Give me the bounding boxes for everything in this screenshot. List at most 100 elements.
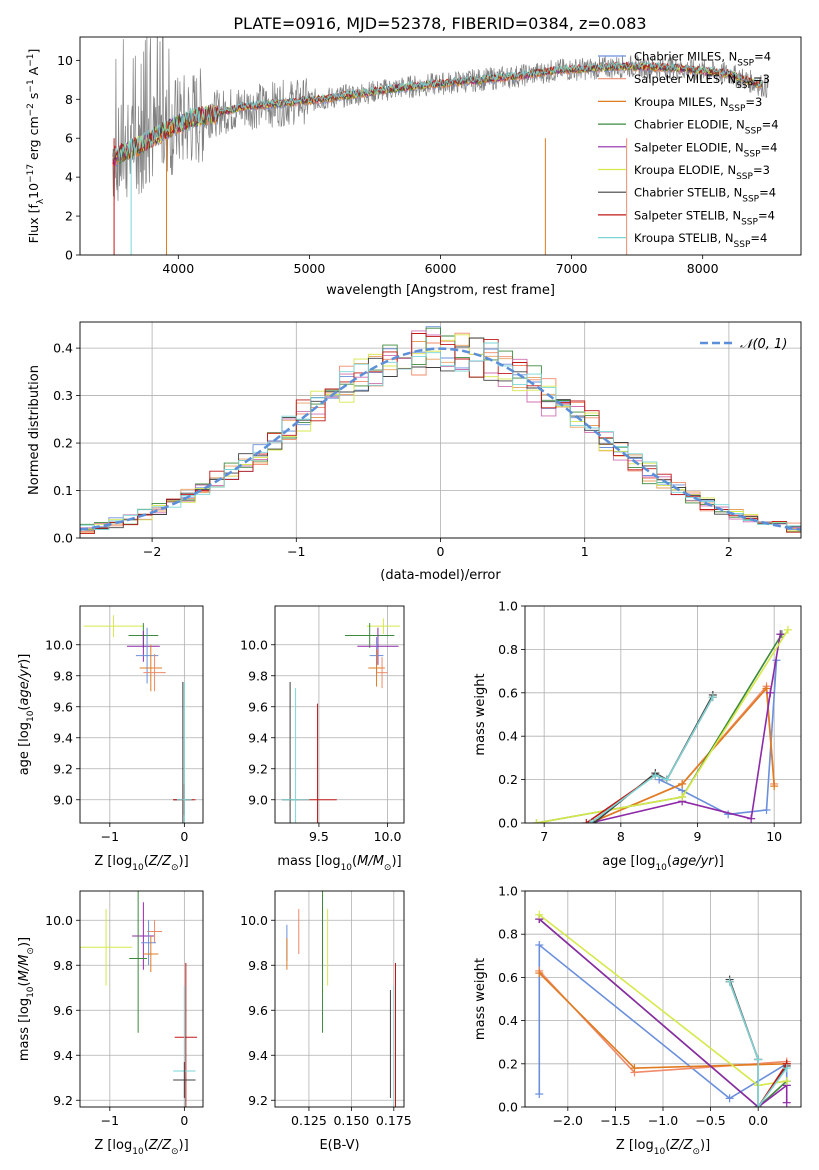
residuals-panel: −2 −1 0 1 2 0.0 0.1 0.2 0.3 0.4 (data-model)/error… (27, 321, 802, 583)
label-part: −2 (26, 103, 36, 116)
label-part: ( (667, 854, 672, 869)
label-part: =4 (754, 50, 771, 64)
weight-series (728, 981, 788, 1107)
y-tick-label: 10 (57, 53, 73, 68)
mass-vs-ebv-panel: 0.125 0.150 0.175 9.2 9.4 9.6 9.8 10.0 E(B-V) (240, 890, 412, 1153)
x-tick-label: 5000 (294, 261, 326, 276)
y-tick-label: 9.2 (53, 761, 73, 776)
y-tick-label: 9.6 (53, 1003, 73, 1018)
label-part: )] (714, 854, 724, 869)
label-part: Salpeter MILES, N (634, 72, 736, 86)
y-tick-label: 9.4 (53, 1048, 73, 1063)
y-tick-label: 9.8 (53, 958, 73, 973)
y-axis-label: Flux [fλ10−17 erg cm−2 s−1 A−1] (26, 49, 46, 244)
x-tick-label: 7000 (556, 261, 588, 276)
histogram-series (80, 333, 801, 538)
label-part: ( (144, 854, 149, 869)
label-part: SSP (745, 127, 762, 137)
y-tick-label: 9.0 (248, 792, 268, 807)
y-tick-label: 1.0 (498, 884, 518, 899)
label-part: 10 (132, 863, 144, 873)
y-tick-label: 6 (65, 131, 73, 146)
axes-frame (524, 605, 802, 824)
label-part: ( (665, 1138, 670, 1153)
y-tick-label: 9.4 (248, 1048, 268, 1063)
y-tick-label: 2 (65, 209, 73, 224)
y-tick-label: 10.0 (240, 913, 268, 928)
y-tick-label: 0.1 (53, 483, 73, 498)
y-axis-label: Normed distribution (27, 365, 42, 495)
x-tick-label: −2.0 (553, 1113, 583, 1128)
label-part: SSP (736, 172, 753, 182)
y-tick-label: 0.0 (53, 531, 73, 546)
label-part: 10 (26, 183, 41, 199)
x-tick-label: 0.150 (333, 1113, 369, 1128)
weight-series (589, 696, 714, 823)
label-part: −17 (26, 164, 36, 183)
x-tick-label: −0.5 (695, 1113, 725, 1128)
label-part: Z [log (94, 1138, 132, 1153)
x-tick-label: −1.5 (600, 1113, 630, 1128)
weight-series (536, 629, 789, 823)
y-tick-label: 0 (65, 248, 73, 263)
label-part: ( (144, 1138, 149, 1153)
y-tick-label: 1.0 (498, 599, 518, 614)
y-tick-label: 0.8 (498, 642, 518, 657)
axes-frame (79, 36, 802, 256)
y-tick-label: 9.6 (53, 699, 73, 714)
x-tick-label: 0.175 (376, 1113, 412, 1128)
label-part: age [log (602, 854, 655, 869)
label-part: Chabrier ELODIE, N (634, 118, 745, 132)
x-tick-label: 0 (437, 544, 445, 559)
y-tick-label: 0.6 (498, 970, 518, 985)
label-part: s (26, 93, 41, 104)
x-axis-label: E(B-V) (319, 1138, 359, 1153)
x-tick-label: 10.0 (374, 829, 402, 844)
x-tick-label: 8000 (687, 261, 719, 276)
x-tick-label: −1 (287, 544, 305, 559)
x-tick-label: 8 (617, 829, 625, 844)
y-axis-label: mass weight (473, 958, 488, 1040)
x-axis-label: wavelength [Angstrom, rest frame] (326, 283, 555, 298)
x-tick-label: 7 (540, 829, 548, 844)
y-tick-label: 9.2 (53, 1093, 73, 1108)
spectrum-panel: 4000 5000 6000 7000 8000 0 2 4 6 8 10 wavelength [A… (26, 36, 802, 298)
x-tick-label: 10 (766, 829, 782, 844)
x-tick-label: 0 (180, 829, 188, 844)
y-tick-label: 9.4 (53, 730, 73, 745)
x-tick-label: 1 (581, 544, 589, 559)
label-part: =3 (753, 72, 770, 86)
x-axis-label: Z [log10(Z/Z⊙)] (94, 1138, 188, 1157)
label-part: )] (17, 654, 32, 664)
label-part: ⊙ (26, 947, 36, 955)
label-part: Chabrier MILES, N (634, 50, 737, 64)
legend-label: Kroupa MILES, NSSP=3 (634, 95, 762, 114)
x-tick-label: 2 (725, 544, 733, 559)
y-tick-label: 10.0 (240, 637, 268, 652)
label-part: =4 (761, 140, 778, 154)
label-part: SSP (741, 217, 758, 227)
x-axis-label: mass [log10(M/M⊙)] (277, 854, 401, 873)
y-tick-label: 0.2 (498, 772, 518, 787)
label-part: −1 (26, 54, 36, 67)
errorbars (281, 618, 400, 823)
label-part: Z/Z (148, 1138, 172, 1153)
x-tick-label: 0.125 (291, 1113, 327, 1128)
legend-label: 𝒩(0, 1) (740, 337, 787, 352)
label-part: ( (352, 854, 357, 869)
label-part: mass [log (17, 998, 32, 1061)
label-part: )] (391, 854, 401, 869)
y-tick-label: 0.4 (498, 729, 518, 744)
label-part: age [log (17, 722, 32, 775)
label-part: =4 (762, 118, 779, 132)
x-tick-label: 0.0 (748, 1113, 768, 1128)
x-tick-label: −1.0 (648, 1113, 678, 1128)
label-part: λ (36, 198, 46, 204)
label-part: )] (700, 1138, 710, 1153)
y-tick-label: 4 (65, 170, 73, 185)
x-axis-label: (data-model)/error (380, 568, 501, 583)
label-part: 10 (26, 710, 36, 722)
